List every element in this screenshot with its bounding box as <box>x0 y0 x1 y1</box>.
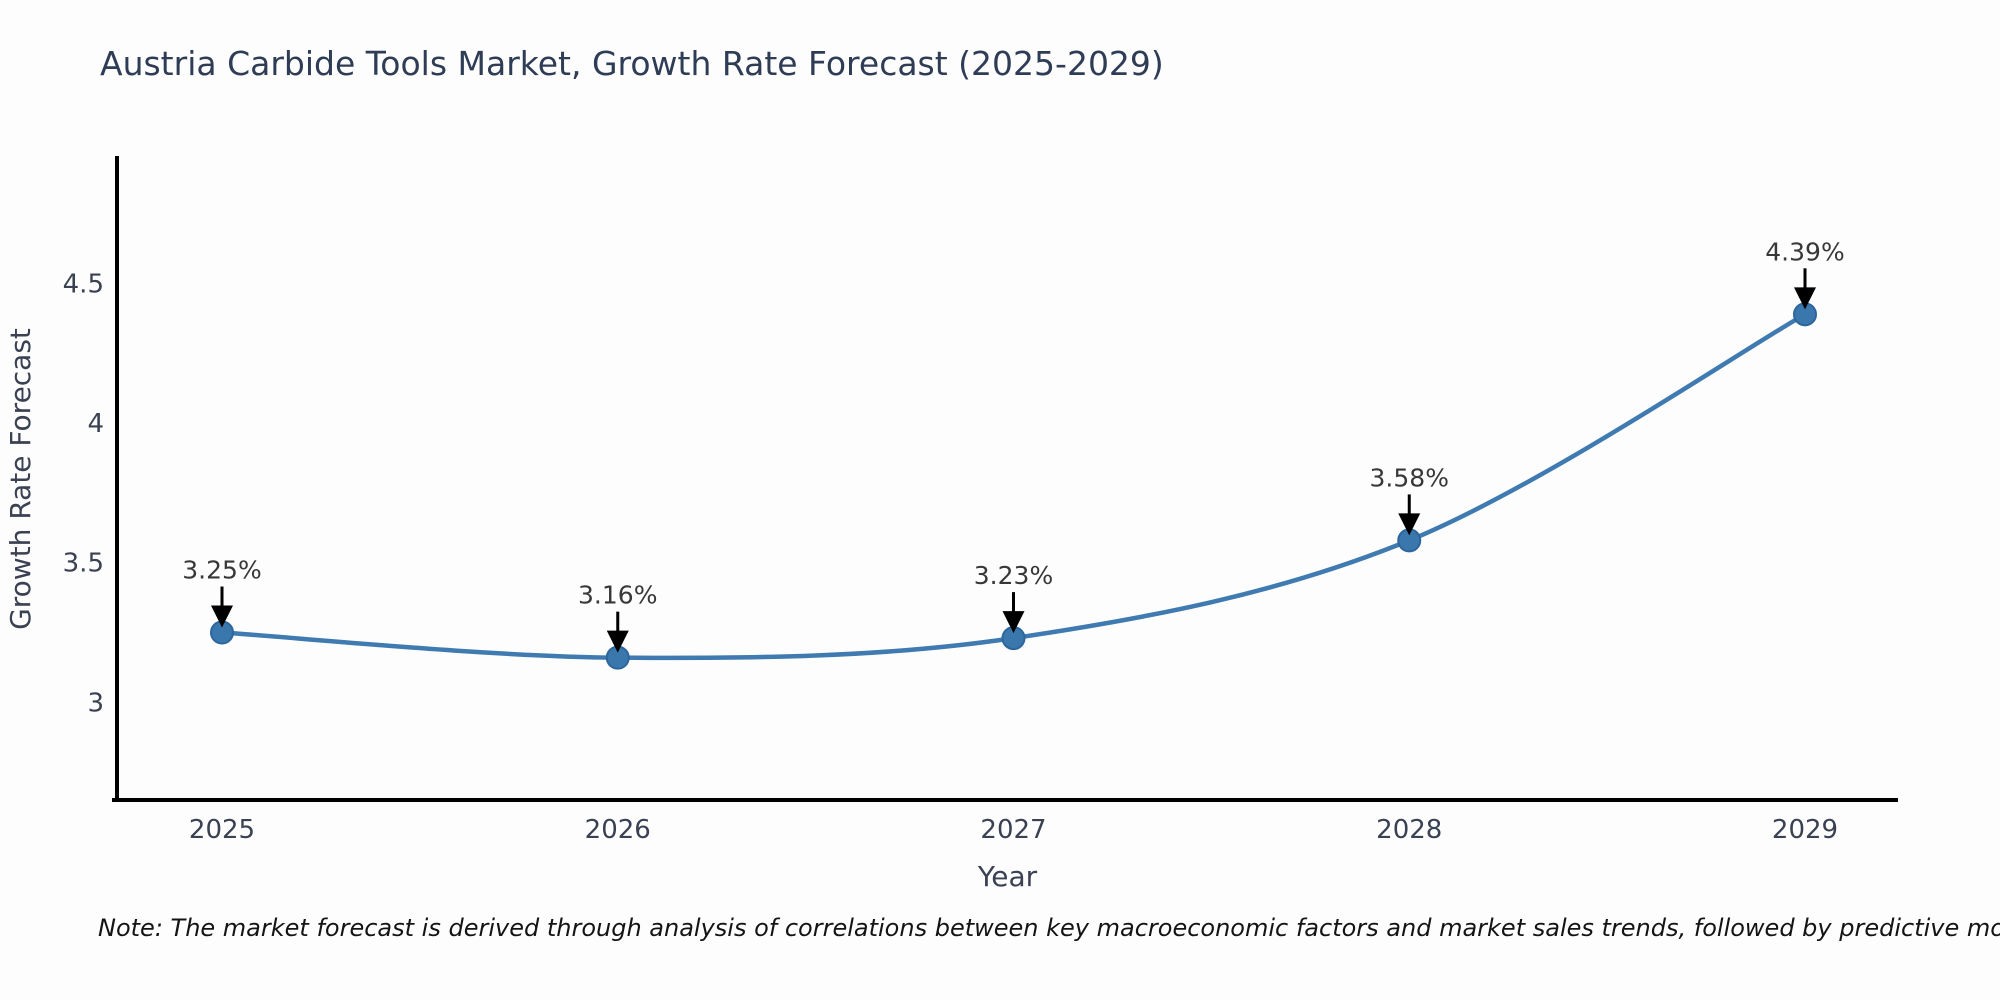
y-axis-title: Growth Rate Forecast <box>4 328 37 630</box>
y-tick-label: 3.5 <box>63 549 104 579</box>
chart-title: Austria Carbide Tools Market, Growth Rat… <box>100 44 1164 83</box>
y-tick-label: 4.5 <box>63 270 104 300</box>
data-point-label: 3.23% <box>974 561 1053 590</box>
annotation-arrow-head <box>1002 611 1025 634</box>
data-point-label: 3.58% <box>1370 463 1449 492</box>
x-tick-label: 2027 <box>980 815 1046 845</box>
data-point-label: 3.25% <box>182 556 261 585</box>
y-tick-label: 4 <box>87 409 104 439</box>
x-tick-label: 2029 <box>1772 815 1838 845</box>
data-point-label: 4.39% <box>1765 237 1844 266</box>
x-tick-label: 2028 <box>1376 815 1442 845</box>
annotation-arrow-head <box>606 630 629 653</box>
annotation-arrow-head <box>1794 287 1816 310</box>
footnote: Note: The market forecast is derived thr… <box>98 914 2000 942</box>
x-axis-title: Year <box>977 860 1038 893</box>
annotation-arrow-head <box>1398 513 1421 536</box>
x-tick-label: 2026 <box>585 815 651 845</box>
data-point-label: 3.16% <box>578 581 657 610</box>
x-tick-label: 2025 <box>189 815 255 845</box>
y-tick-label: 3 <box>87 688 104 718</box>
annotation-arrow-head <box>211 605 233 628</box>
